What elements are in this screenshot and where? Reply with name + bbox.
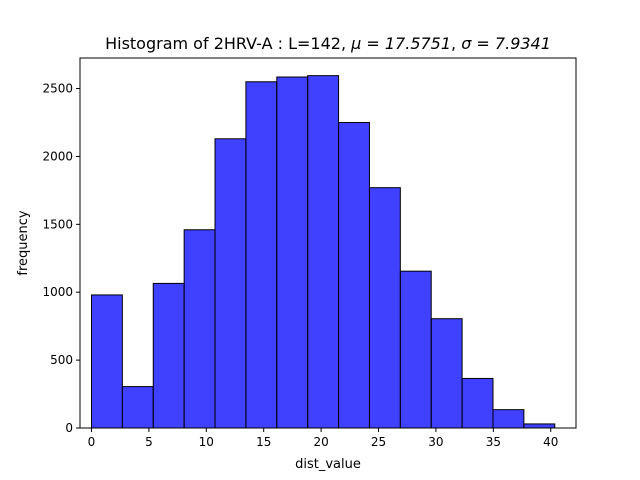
histogram-bar bbox=[430, 318, 463, 429]
histogram-bar bbox=[90, 294, 123, 429]
histogram-bar bbox=[307, 75, 340, 429]
y-axis-ticks: 0 500 1000 1500 2000 2500 bbox=[42, 82, 80, 435]
y-tick-label: 1000 bbox=[42, 285, 73, 299]
x-tick-label: 40 bbox=[543, 435, 558, 449]
histogram-bar bbox=[461, 377, 494, 429]
chart-title-sep: , bbox=[451, 34, 461, 53]
chart-title-sigma: σ = 7.9341 bbox=[461, 34, 551, 53]
chart-title: Histogram of 2HRV-A : L=142, μ = 17.5751… bbox=[105, 34, 551, 53]
histogram-bar bbox=[183, 229, 216, 429]
y-tick-label: 1500 bbox=[42, 217, 73, 231]
y-tick-label: 0 bbox=[65, 421, 73, 435]
histogram-bar bbox=[276, 76, 309, 429]
bar-group bbox=[90, 75, 556, 429]
histogram-bar bbox=[152, 282, 185, 429]
histogram-bar bbox=[214, 138, 247, 429]
histogram-bar bbox=[338, 121, 370, 429]
histogram-bar bbox=[368, 187, 401, 429]
x-tick-label: 0 bbox=[88, 435, 96, 449]
x-tick-label: 25 bbox=[371, 435, 386, 449]
x-tick-label: 15 bbox=[256, 435, 271, 449]
chart-title-mu: μ = 17.5751 bbox=[350, 34, 451, 53]
x-tick-label: 20 bbox=[313, 435, 328, 449]
x-tick-label: 35 bbox=[486, 435, 501, 449]
x-tick-label: 30 bbox=[428, 435, 443, 449]
histogram-bar bbox=[492, 409, 525, 429]
plot-frame bbox=[79, 57, 577, 429]
histogram-bar bbox=[399, 270, 432, 429]
x-axis-label: dist_value bbox=[295, 457, 361, 472]
y-axis-label: frequency bbox=[16, 210, 31, 276]
histogram-bar bbox=[245, 81, 278, 429]
histogram-bar bbox=[121, 386, 154, 429]
x-tick-label: 10 bbox=[199, 435, 214, 449]
x-tick-label: 5 bbox=[145, 435, 153, 449]
x-axis-ticks: 0 5 10 15 20 25 30 35 40 bbox=[88, 428, 558, 449]
histogram-bar bbox=[523, 423, 556, 429]
y-tick-label: 2000 bbox=[42, 149, 73, 163]
y-tick-label: 2500 bbox=[42, 82, 73, 96]
y-tick-label: 500 bbox=[50, 353, 73, 367]
chart-title-prefix: Histogram of 2HRV-A : L=142, bbox=[105, 34, 351, 53]
